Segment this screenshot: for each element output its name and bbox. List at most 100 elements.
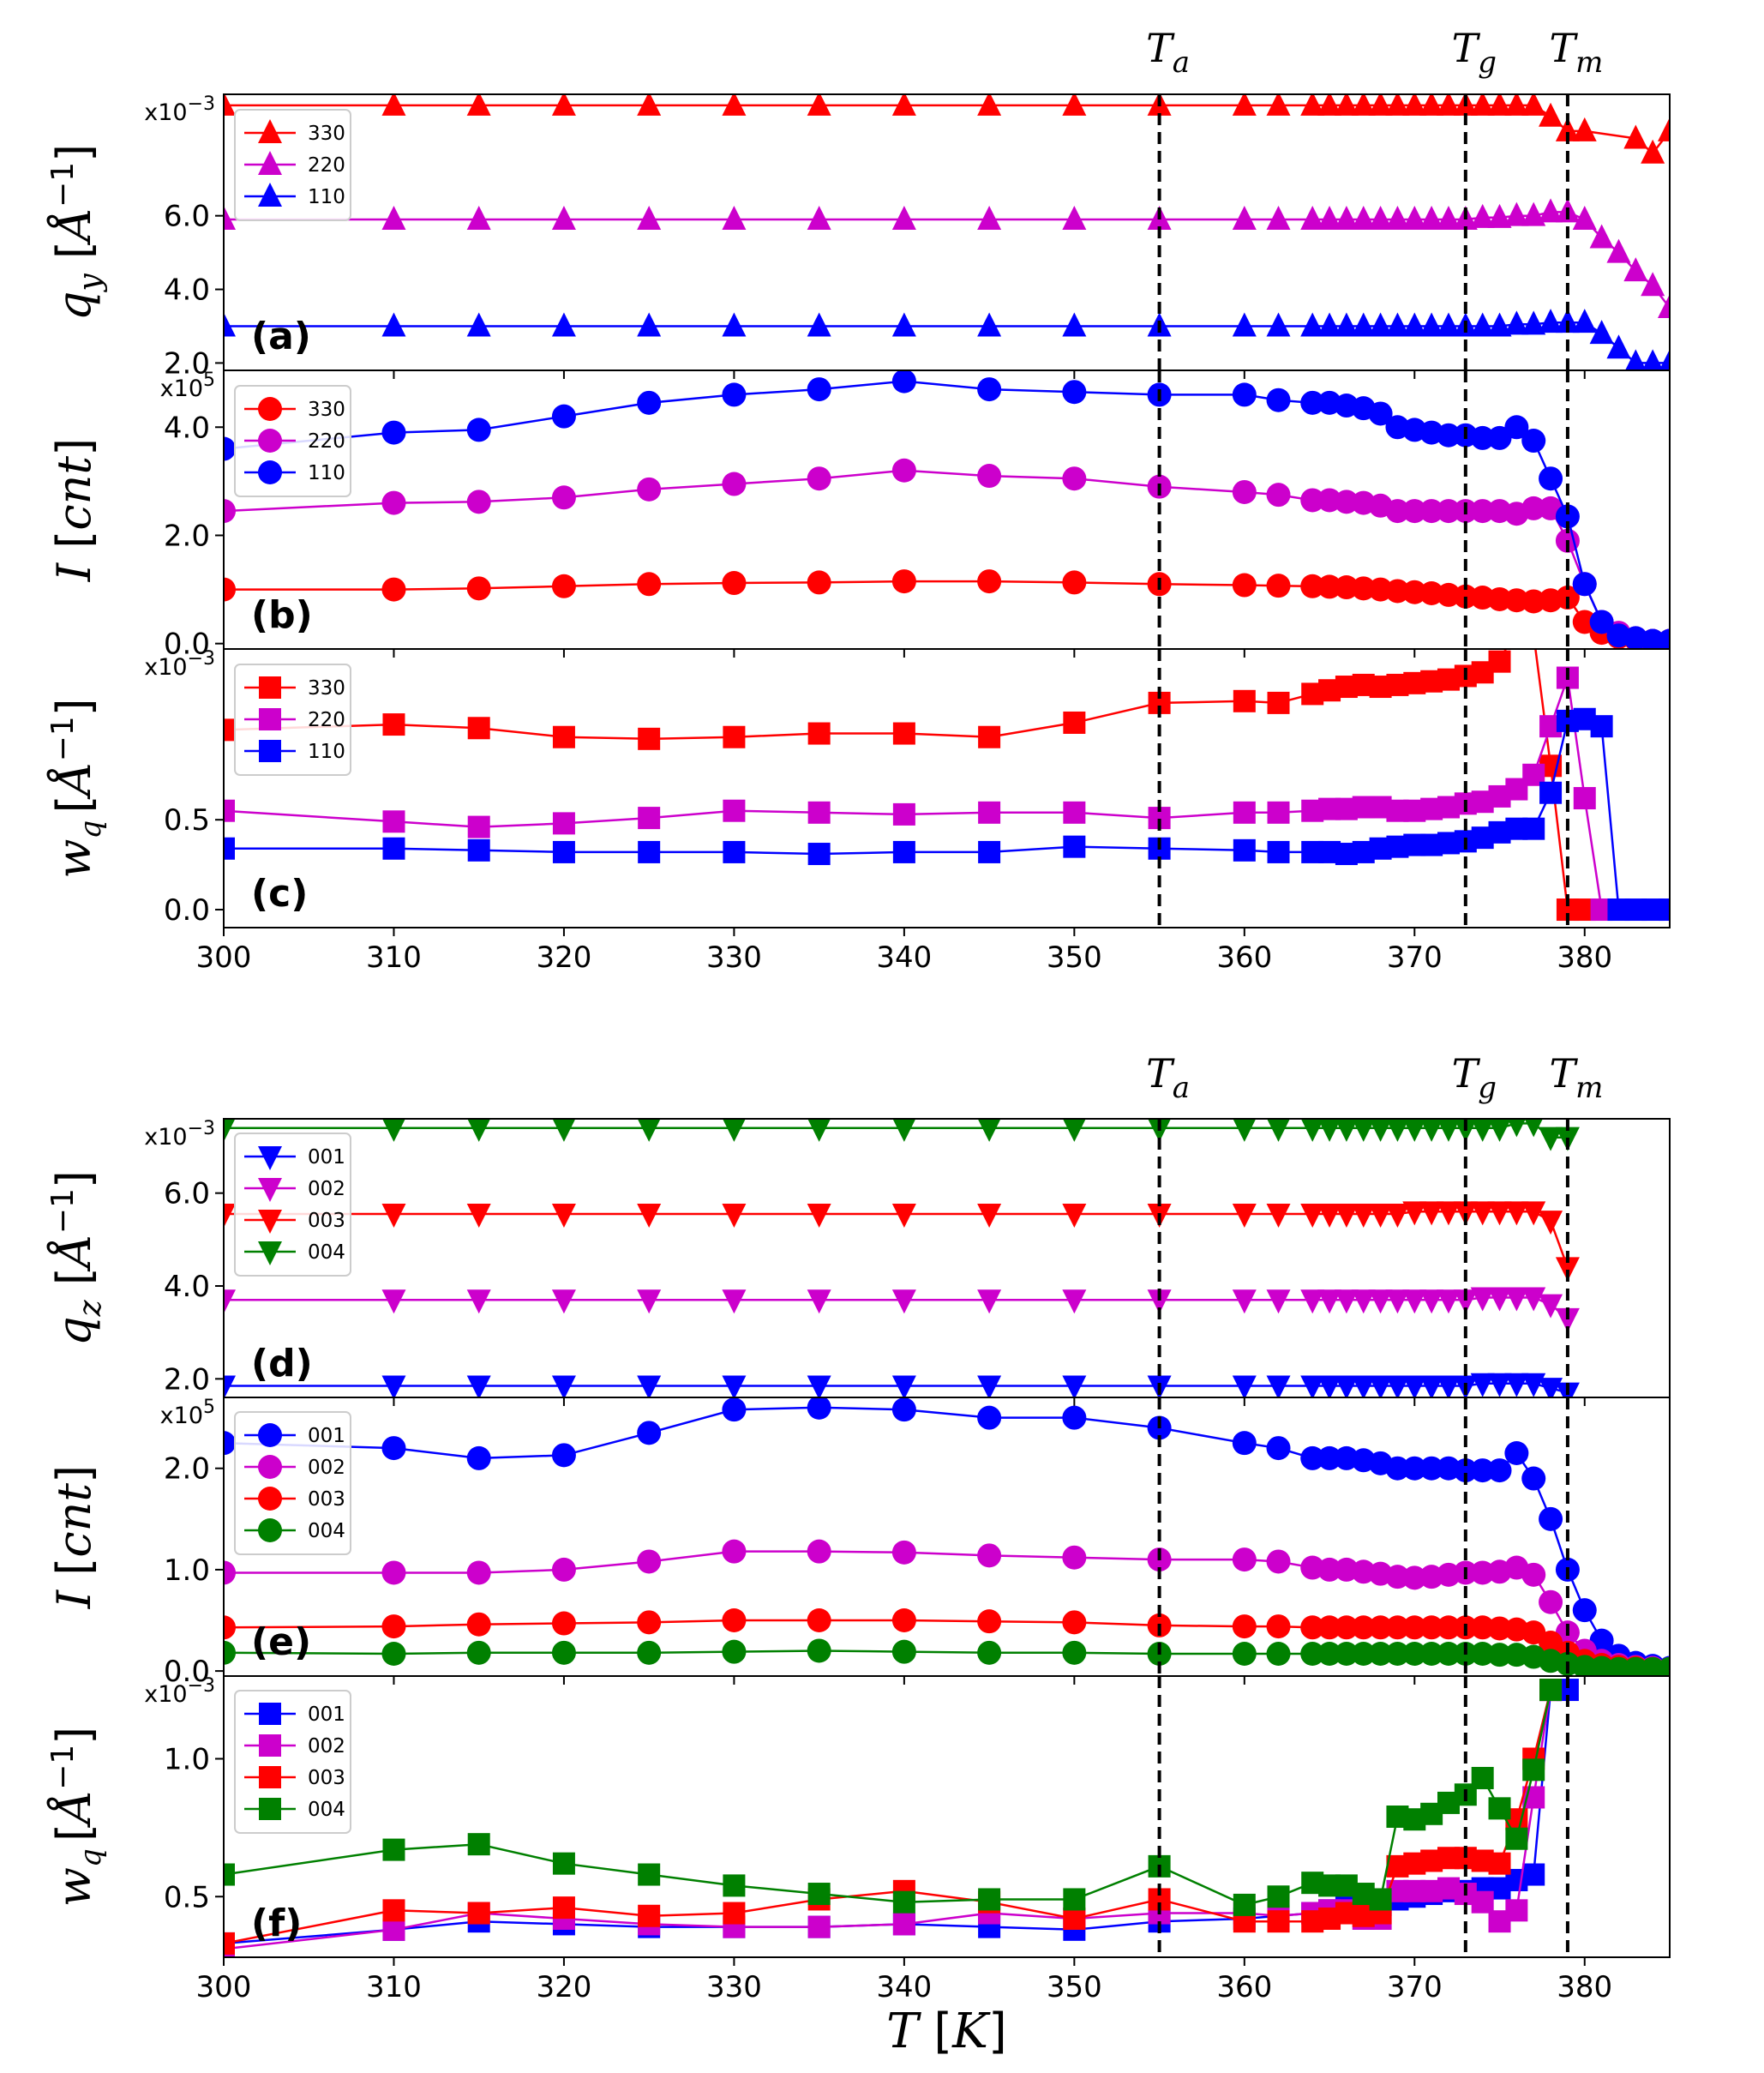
data-point-004: [1335, 1119, 1359, 1142]
data-point-110: [1625, 349, 1647, 370]
data-point-001: [1062, 1375, 1087, 1397]
data-point-003: [1488, 1852, 1511, 1875]
data-point-330: [1233, 689, 1256, 712]
data-point-001: [977, 1375, 1002, 1397]
data-point-330: [1300, 574, 1325, 598]
data-point-004: [722, 1639, 747, 1664]
data-point-110: [381, 312, 406, 337]
y-tick-label: 0.5: [164, 1880, 210, 1914]
series-004: [224, 1638, 1670, 1676]
series-110: [224, 707, 1670, 922]
data-point-003: [1539, 1211, 1563, 1235]
legend-marker: [258, 1518, 282, 1542]
transition-label: Tg: [1452, 25, 1497, 80]
legend-marker: [258, 151, 282, 175]
legend-label: 004: [308, 1520, 345, 1542]
data-point-110: [807, 312, 831, 337]
y-tick-label: 4.0: [164, 273, 210, 308]
data-point-002: [892, 1913, 915, 1936]
data-point-003: [891, 1204, 916, 1229]
data-point-004: [1470, 1642, 1495, 1666]
axis-multiplier: x105: [160, 370, 215, 402]
data-point-004: [1488, 1797, 1511, 1820]
data-point-004: [1369, 1888, 1392, 1911]
panel-label: (c): [251, 872, 308, 916]
data-point-002: [1402, 1565, 1427, 1590]
data-point-330: [891, 569, 916, 594]
data-point-004: [1488, 1119, 1511, 1142]
data-point-220: [977, 464, 1002, 489]
y-tick-label: 1.0: [164, 1553, 210, 1588]
data-point-002: [1317, 1557, 1342, 1582]
x-tick-label: 310: [366, 940, 422, 975]
data-point-330: [381, 577, 406, 602]
legend-marker: [258, 1146, 282, 1170]
legend-label: 330: [308, 399, 345, 421]
data-point-003: [381, 1204, 406, 1229]
data-point-004: [977, 1640, 1002, 1665]
data-point-003: [723, 1902, 746, 1925]
data-point-330: [1488, 650, 1511, 673]
y-tick-label: 6.0: [164, 200, 210, 234]
data-point-220: [1233, 801, 1256, 824]
data-point-001: [551, 1375, 576, 1397]
data-point-004: [807, 1638, 831, 1663]
axis-multiplier: x10−3: [144, 648, 215, 681]
data-point-003: [1267, 1910, 1290, 1933]
legend-marker: [259, 1703, 281, 1725]
legend: 330 220 110: [234, 664, 351, 776]
data-point-110: [638, 840, 661, 863]
data-point-004: [1334, 1642, 1359, 1666]
data-point-330: [807, 570, 831, 595]
data-point-002: [722, 1289, 747, 1314]
data-point-004: [637, 1119, 661, 1142]
data-point-001: [224, 1375, 236, 1397]
legend-marker: [258, 1178, 282, 1202]
panel-a: 2.0 4.0 6.0 x10−3 (a) 330 220 110 qy [Å−1]: [45, 93, 1671, 381]
data-point-220: [1419, 205, 1444, 230]
data-point-330: [1385, 579, 1410, 604]
legend-marker: [258, 1241, 282, 1265]
data-point-004: [1351, 1642, 1376, 1666]
data-point-001: [1300, 1445, 1325, 1470]
data-point-220: [1504, 201, 1529, 226]
axis-multiplier: x105: [160, 1397, 215, 1429]
data-point-330: [551, 94, 576, 116]
data-point-220: [1385, 499, 1410, 524]
legend-marker: [258, 397, 282, 421]
data-point-110: [1334, 312, 1359, 337]
legend-marker: [259, 1766, 281, 1788]
data-point-110: [1659, 349, 1670, 370]
legend-marker: [259, 740, 281, 762]
data-point-001: [1266, 1375, 1291, 1397]
x-tick-label: 350: [1047, 940, 1102, 975]
data-point-003: [1487, 1201, 1512, 1226]
data-point-220: [1300, 205, 1325, 230]
data-point-330: [1317, 94, 1342, 116]
data-point-004: [224, 1119, 236, 1142]
data-point-004: [1233, 1119, 1257, 1142]
data-point-002: [1505, 1899, 1528, 1922]
data-point-002: [224, 1289, 236, 1314]
data-point-004: [1539, 1127, 1563, 1151]
data-point-220: [807, 466, 831, 491]
data-point-004: [892, 1119, 916, 1142]
data-point-004: [807, 1883, 831, 1906]
data-point-110: [224, 312, 236, 337]
data-point-004: [1539, 1679, 1563, 1702]
y-tick-label: 4.0: [164, 411, 210, 445]
data-point-002: [637, 1289, 662, 1314]
series-330: [224, 649, 1596, 922]
data-point-004: [1386, 1119, 1409, 1142]
panel-label: (f): [251, 1902, 302, 1945]
data-point-330: [978, 725, 1001, 748]
data-point-002: [807, 1539, 831, 1564]
y-tick-label: 2.0: [164, 519, 210, 553]
data-point-003: [638, 1904, 661, 1927]
data-point-220: [807, 205, 831, 230]
data-point-001: [1522, 1863, 1545, 1886]
series-110: [224, 309, 1670, 370]
data-point-003: [1385, 1615, 1410, 1640]
data-point-330: [977, 94, 1002, 116]
data-point-110: [722, 312, 747, 337]
